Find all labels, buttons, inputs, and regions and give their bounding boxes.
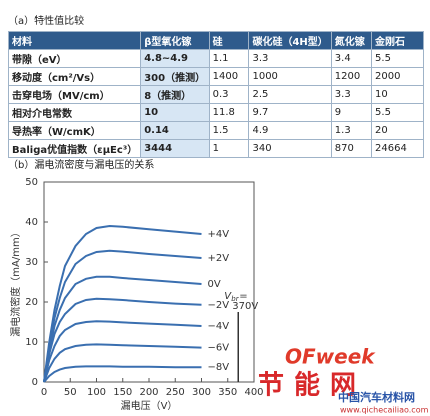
table-cell: 300（推测） [140,67,210,86]
table-cell: 870 [330,139,373,158]
table-cell: 24664 [371,139,424,158]
table-cell: 3.4 [330,49,373,68]
table-cell: Baliga优值指数（εμEc³） [7,139,142,158]
table-cell: 3.3 [248,49,332,68]
table-cell: 2.5 [248,85,332,104]
curve [43,275,202,383]
curve [43,320,202,383]
table-cell: 硅 [208,31,250,50]
curve-label: −4V [208,321,230,332]
chart: OFweek 节能网 中国汽车材料网 www.qichecailiao.com … [9,177,429,415]
annotation: br [231,295,239,303]
annotation: V [224,291,232,302]
table-cell: 10 [140,103,210,122]
annotation: 370V [232,301,258,312]
table-cell: 1.5 [208,121,250,140]
table-cell: 10 [371,85,424,104]
table-cell: 金刚石 [371,31,424,50]
table-cell: 1.1 [208,49,250,68]
x-tick-label: 150 [113,387,132,398]
curve [43,224,202,383]
curve [43,365,202,383]
table-cell: 0.14 [140,121,210,140]
table-row: 相对介电常数 10 11.8 9.7 9 5.5 [7,103,424,122]
table-cell: 材料 [7,31,142,50]
table-cell: 340 [248,139,332,158]
table-cell: 20 [371,121,424,140]
curve [43,343,202,383]
table-cell: 4.8~4.9 [140,49,210,68]
table-row: 材料 β型氧化镓硅碳化硅（4H型） 氮化镓 金刚石 [7,31,424,50]
table-cell: 导热率（W/cmK） [7,121,142,140]
curve-label: −2V [208,300,230,311]
curve-label: −6V [208,343,230,354]
y-tick-label: 10 [25,337,38,348]
table-cell: 9.7 [248,103,332,122]
table-cell: 11.8 [208,103,250,122]
section-title: （a）特性值比较 [8,16,85,27]
y-tick-label: 30 [25,257,38,268]
watermark: 中国汽车材料网 [338,390,415,404]
y-tick-label: 40 [25,217,38,228]
curve-label: −8V [208,362,230,373]
table-cell: 5.5 [371,49,424,68]
table-row: 导热率（W/cmK） 0.14 1.5 4.9 1.3 20 [7,121,424,140]
table-cell: 1 [208,139,250,158]
table-cell: β型氧化镓 [140,31,210,50]
y-tick-label: 0 [32,377,38,388]
table-cell: 2000 [371,67,424,86]
table-cell: 1200 [330,67,373,86]
x-tick-label: 100 [87,387,106,398]
watermark: www.qichecailiao.com [340,406,429,415]
table-row: Baliga优值指数（εμEc³） 3444 1 340 870 24664 [7,139,424,158]
table-cell: 3.3 [330,85,373,104]
annotation: = [239,291,247,302]
table-cell: 1400 [208,67,250,86]
table-cell: 移动度（cm²/Vs） [7,67,142,86]
x-tick-label: 250 [166,387,185,398]
table-cell: 带隙（eV） [7,49,142,68]
x-tick-label: 50 [64,387,77,398]
table-cell: 9 [330,103,373,122]
x-tick-label: 400 [244,387,263,398]
watermark: 节能网 [258,370,366,401]
table-row: 带隙（eV） 4.8~4.9 1.1 3.3 3.4 5.5 [7,49,424,68]
x-tick-label: 350 [218,387,237,398]
x-tick-label: 0 [41,387,47,398]
table-cell: 3444 [140,139,210,158]
table-cell: 击穿电场（MV/cm） [7,85,142,104]
x-tick-label: 200 [139,387,158,398]
table-cell: 1.3 [330,121,373,140]
section-title: （b）漏电流密度与漏电压的关系 [8,160,155,171]
table-cell: 5.5 [371,103,424,122]
table-cell: 4.9 [248,121,332,140]
y-tick-label: 50 [25,177,38,188]
curve-label: +2V [208,253,230,264]
curve [43,249,202,383]
table-cell: 8（推测） [140,85,210,104]
table-cell: 碳化硅（4H型） [248,31,332,50]
table: 材料 β型氧化镓硅碳化硅（4H型） 氮化镓 金刚石 带隙（eV） 4.8~4.9 1.1 3.… [7,31,424,158]
table-cell: 0.3 [208,85,250,104]
table-cell: 1000 [248,67,332,86]
curve-label: +4V [208,229,230,240]
curve [43,297,202,383]
table-row: 移动度（cm²/Vs） 300（推测） 1400 1000 1200 2000 [7,67,424,86]
table-cell: 相对介电常数 [7,103,142,122]
table-row: 击穿电场（MV/cm） 8（推测） 0.3 2.5 3.3 10 [7,85,424,104]
x-axis-label: 漏电压（V） [121,399,178,412]
y-tick-label: 20 [25,297,38,308]
curve-label: 0V [208,279,221,290]
table-cell: 氮化镓 [330,31,373,50]
watermark: OFweek [285,345,376,369]
y-axis-label: 漏电流密度（mA/mm） [9,227,22,336]
x-tick-label: 300 [192,387,211,398]
